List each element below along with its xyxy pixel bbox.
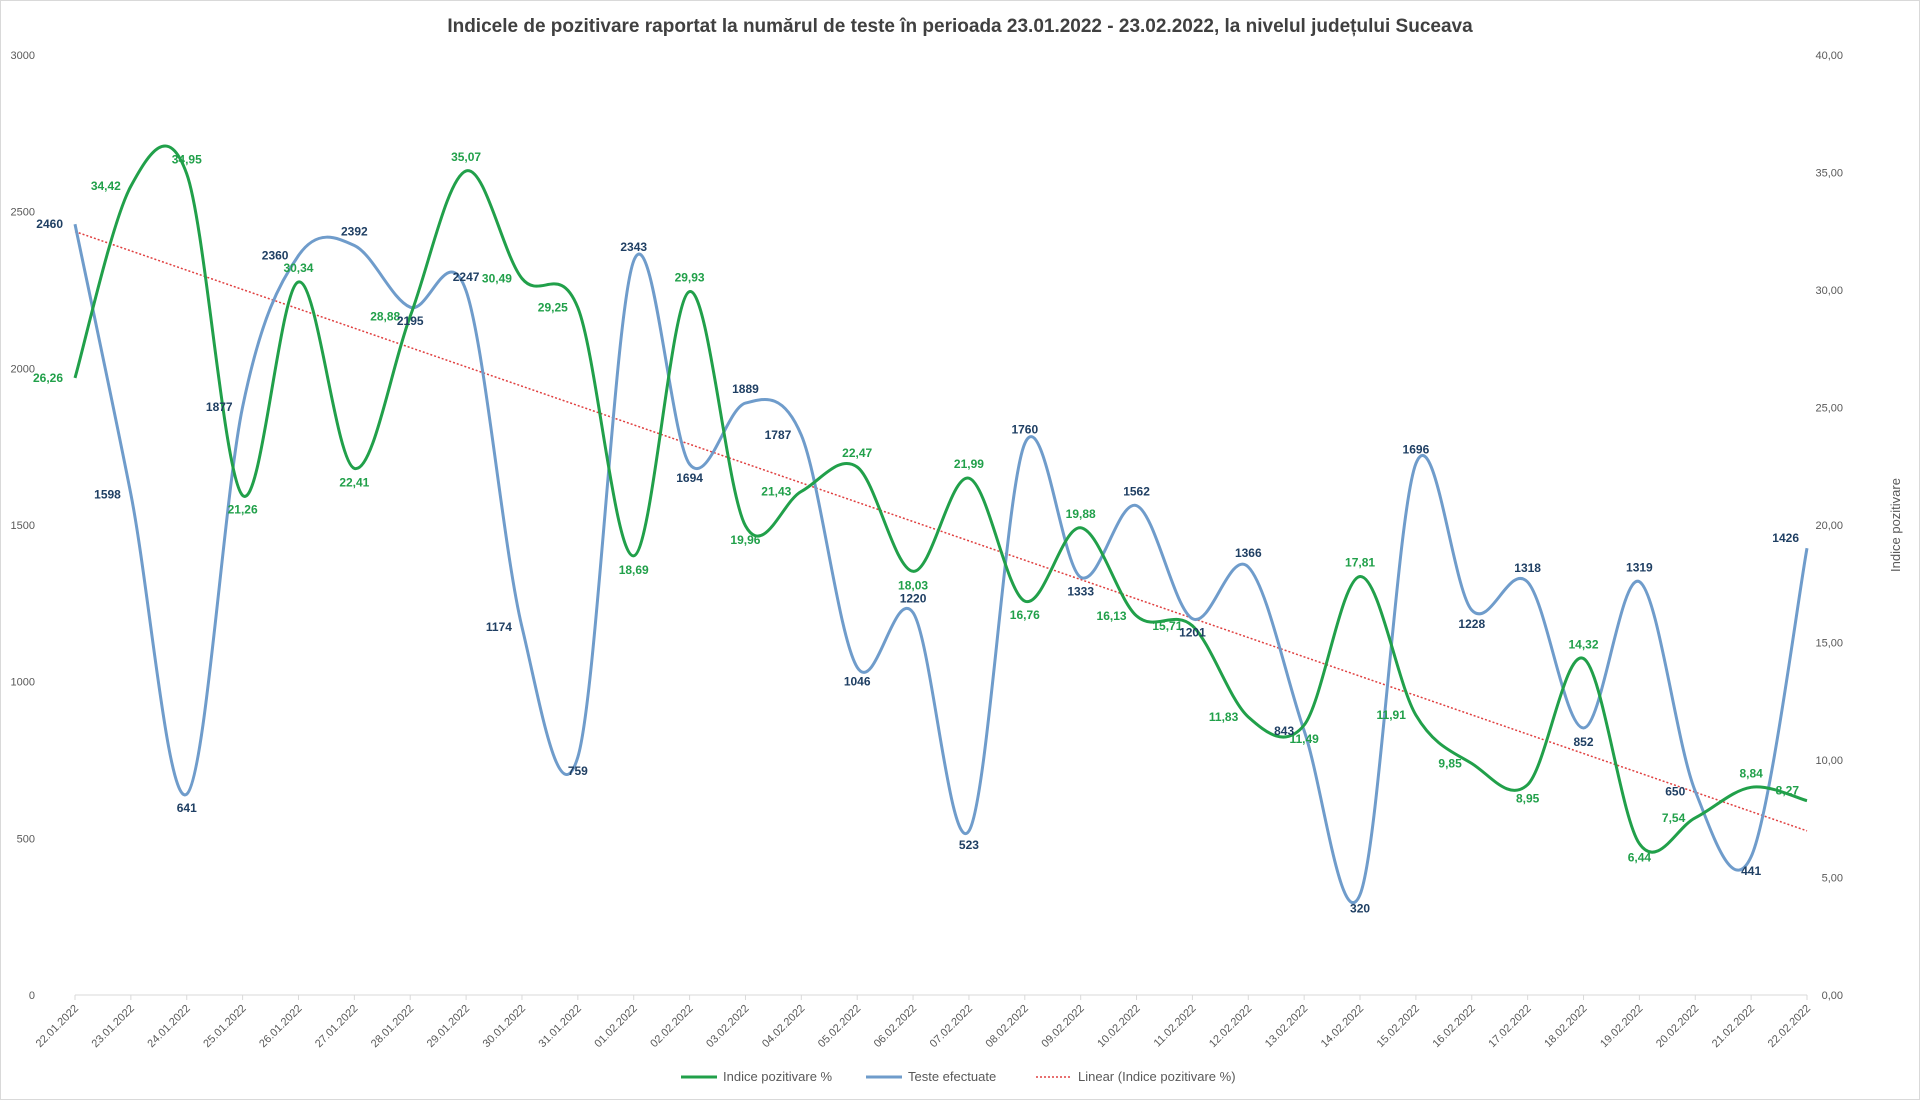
left-axis: 0 500 1000 1500 2000 2500 3000 [11, 50, 35, 1002]
left-tick-label: 500 [17, 833, 35, 845]
data-label-indice: 26,26 [33, 371, 63, 385]
data-label-teste: 1174 [486, 620, 512, 634]
data-label-teste: 1598 [94, 487, 121, 501]
data-label-teste: 2460 [36, 217, 63, 231]
data-label-indice: 6,44 [1628, 851, 1652, 865]
data-label-teste: 1426 [1772, 531, 1799, 545]
data-label-teste: 1333 [1067, 584, 1094, 598]
data-label-teste: 523 [959, 838, 979, 852]
data-label-indice: 18,03 [898, 578, 928, 592]
data-label-indice: 19,88 [1066, 507, 1096, 521]
data-label-teste: 1877 [206, 400, 233, 414]
data-label-teste: 2343 [620, 240, 647, 254]
data-label-indice: 18,69 [619, 563, 649, 577]
data-label-indice: 11,49 [1289, 732, 1319, 746]
left-tick-label: 1000 [11, 677, 35, 689]
left-tick-label: 0 [29, 990, 35, 1002]
data-label-indice: 30,49 [482, 271, 512, 285]
right-tick-label: 10,00 [1815, 755, 1843, 767]
data-label-teste: 1220 [900, 592, 927, 606]
data-label-teste: 2360 [262, 249, 289, 263]
right-axis-title: Indice pozitivare [1888, 478, 1903, 572]
data-label-indice: 9,85 [1438, 757, 1462, 771]
data-label-teste: 2247 [453, 270, 480, 284]
data-label-indice: 21,26 [228, 502, 258, 516]
data-label-indice: 15,71 [1152, 619, 1182, 633]
data-label-indice: 16,76 [1010, 608, 1040, 622]
data-label-teste: 1366 [1235, 546, 1262, 560]
right-axis: 0,00 5,00 10,00 15,00 20,00 25,00 30,00 35,00 40… [1815, 50, 1843, 1002]
data-label-indice: 35,07 [451, 150, 481, 164]
data-label-indice: 30,34 [283, 261, 313, 275]
data-label-indice: 34,42 [91, 179, 121, 193]
data-label-indice: 29,93 [675, 271, 705, 285]
data-label-indice: 22,41 [339, 475, 369, 489]
chart-title: Indicele de pozitivare raportat la număr… [447, 16, 1473, 37]
data-label-teste: 1228 [1458, 617, 1485, 631]
left-tick-label: 2000 [11, 363, 35, 375]
data-label-indice: 22,47 [842, 446, 872, 460]
data-label-teste: 1694 [676, 471, 703, 485]
data-label-indice: 29,25 [538, 301, 568, 315]
data-label-indice: 7,54 [1662, 811, 1686, 825]
data-label-indice: 11,83 [1209, 710, 1239, 724]
data-labels: 26,26 34,42 34,95 21,26 30,34 22,41 28,88 35,07… [33, 150, 1799, 916]
data-label-teste: 641 [177, 801, 197, 815]
right-tick-label: 35,00 [1815, 168, 1843, 180]
data-label-indice: 8,95 [1516, 792, 1540, 806]
right-tick-label: 15,00 [1815, 638, 1843, 650]
data-label-teste: 441 [1741, 864, 1761, 878]
data-label-indice: 8,27 [1776, 784, 1800, 798]
left-tick-label: 2500 [11, 207, 35, 219]
data-label-teste: 1889 [732, 382, 759, 396]
data-label-teste: 759 [568, 764, 588, 778]
legend-teste-label: Teste efectuate [908, 1069, 996, 1084]
data-label-teste: 2392 [341, 225, 368, 239]
right-tick-label: 5,00 [1822, 873, 1843, 885]
data-label-teste: 320 [1350, 902, 1370, 916]
data-label-teste: 852 [1574, 735, 1594, 749]
legend-linear-label: Linear (Indice pozitivare %) [1078, 1069, 1236, 1084]
data-label-indice: 14,32 [1569, 637, 1599, 651]
data-label-teste: 2195 [397, 314, 424, 328]
data-label-indice: 8,84 [1739, 766, 1763, 780]
series-layer [73, 144, 1809, 905]
data-label-teste: 1787 [765, 428, 792, 442]
data-label-indice: 19,96 [730, 533, 760, 547]
data-label-teste: 1046 [844, 674, 871, 688]
data-label-teste: 1319 [1626, 561, 1653, 575]
data-label-indice: 11,91 [1377, 708, 1407, 722]
data-label-indice: 34,95 [172, 153, 202, 167]
right-tick-label: 30,00 [1815, 285, 1843, 297]
left-tick-label: 1500 [11, 520, 35, 532]
data-label-teste: 1201 [1179, 626, 1206, 640]
data-label-indice: 17,81 [1345, 555, 1375, 569]
right-tick-label: 20,00 [1815, 520, 1843, 532]
right-tick-label: 40,00 [1815, 50, 1843, 62]
legend-indice-label: Indice pozitivare % [723, 1069, 833, 1084]
data-label-teste: 650 [1665, 784, 1685, 798]
data-label-teste: 1318 [1514, 561, 1541, 575]
series-line-indice-pozitivare [73, 144, 1808, 854]
data-label-indice: 21,99 [954, 457, 984, 471]
data-label-teste: 1760 [1011, 423, 1038, 437]
data-label-teste: 1562 [1123, 485, 1150, 499]
data-label-indice: 21,43 [761, 484, 791, 498]
series-line-teste-efectuate [73, 223, 1809, 905]
legend: Indice pozitivare % Teste efectuate Line… [681, 1069, 1236, 1084]
left-tick-label: 3000 [11, 50, 35, 62]
data-label-teste: 843 [1274, 724, 1294, 738]
data-label-indice: 28,88 [370, 309, 400, 323]
trendline-linear-indice [74, 230, 1808, 832]
right-tick-label: 0,00 [1822, 990, 1843, 1002]
data-label-teste: 1696 [1403, 443, 1430, 457]
right-tick-label: 25,00 [1815, 403, 1843, 415]
data-label-indice: 16,13 [1097, 609, 1127, 623]
